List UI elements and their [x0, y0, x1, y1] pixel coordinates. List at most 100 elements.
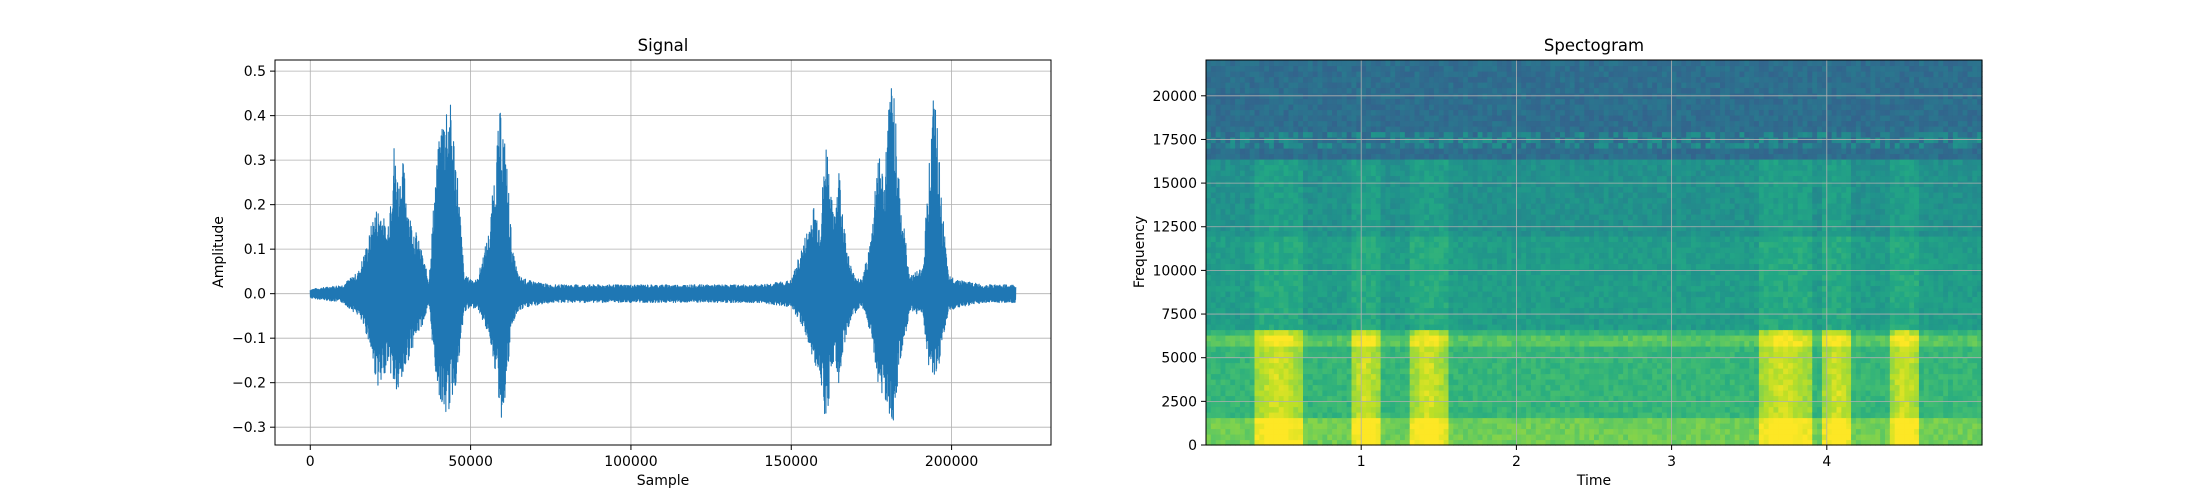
spectrogram-cell — [1545, 428, 1551, 435]
spectrogram-cell — [1235, 170, 1241, 177]
spectrogram-cell — [1293, 280, 1299, 287]
spectrogram-cell — [1375, 291, 1382, 298]
spectrogram-cell — [1511, 236, 1517, 243]
spectrogram-cell — [1206, 395, 1212, 402]
spectrogram-cell — [1467, 439, 1474, 446]
spectrogram-cell — [1254, 384, 1260, 391]
spectrogram-cell — [1244, 357, 1251, 364]
spectrogram-cell — [1210, 296, 1217, 303]
spectrogram-cell — [1370, 98, 1377, 105]
spectrogram-cell — [1497, 153, 1503, 160]
spectrogram-cell — [1453, 329, 1459, 336]
spectrogram-cell — [1351, 241, 1357, 248]
spectrogram-cell — [1264, 181, 1270, 188]
spectrogram-cell — [1215, 98, 1222, 105]
spectrogram-cell — [1361, 384, 1367, 391]
spectrogram-cell — [1327, 153, 1333, 160]
spectrogram-cell — [1332, 225, 1338, 232]
spectrogram-cell — [1535, 87, 1542, 94]
spectrogram-cell — [1467, 346, 1474, 353]
spectrogram-cell — [1269, 82, 1275, 89]
spectrogram-cell — [1366, 236, 1372, 243]
spectrogram-cell — [1390, 208, 1396, 215]
spectrogram-cell — [1453, 296, 1459, 303]
spectrogram-cell — [1429, 318, 1435, 325]
spectrogram-cell — [1438, 219, 1445, 226]
spectrogram-cell — [1269, 335, 1275, 342]
spectrogram-cell — [1448, 142, 1454, 149]
spectrogram-cell — [1361, 170, 1367, 177]
spectrogram-cell — [1259, 126, 1265, 133]
spectrogram-cell — [1467, 247, 1474, 254]
spectrogram-cell — [1307, 340, 1314, 347]
spectrogram-cell — [1409, 351, 1416, 358]
spectrogram-cell — [1497, 109, 1503, 116]
spectrogram-cell — [1225, 428, 1231, 435]
spectrogram-cell — [1395, 153, 1401, 160]
spectrogram-cell — [1530, 406, 1537, 413]
spectrogram-cell — [1395, 423, 1401, 430]
spectrogram-cell — [1472, 71, 1479, 78]
spectrogram-cell — [1492, 131, 1498, 138]
spectrogram-cell — [1511, 263, 1517, 270]
spectrogram-cell — [1346, 324, 1353, 331]
spectrogram-cell — [1395, 434, 1401, 441]
spectrogram-cell — [1429, 164, 1435, 171]
spectrogram-cell — [1230, 181, 1236, 188]
spectrogram-cell — [1303, 236, 1309, 243]
spectrogram-cell — [1366, 423, 1372, 430]
spectrogram-cell — [1463, 346, 1469, 353]
spectrogram-cell — [1414, 329, 1420, 336]
spectrogram-cell — [1535, 236, 1542, 243]
spectrogram-cell — [1307, 192, 1314, 199]
spectrogram-cell — [1419, 225, 1425, 232]
spectrogram-cell — [1526, 258, 1532, 265]
spectrogram-cell — [1535, 329, 1542, 336]
spectrogram-cell — [1477, 313, 1484, 320]
spectrogram-cell — [1230, 428, 1236, 435]
spectrogram-cell — [1249, 423, 1256, 430]
spectrogram-cell — [1448, 439, 1454, 446]
spectrogram-cell — [1395, 60, 1401, 67]
spectrogram-cell — [1511, 285, 1517, 292]
spectrogram-cell — [1293, 406, 1299, 413]
spectrogram-cell — [1530, 137, 1537, 144]
spectrogram-cell — [1535, 159, 1542, 166]
spectrogram-cell — [1206, 131, 1212, 138]
spectrogram-cell — [1487, 280, 1493, 287]
spectrogram-cell — [1409, 76, 1416, 83]
spectrogram-cell — [1540, 285, 1547, 292]
spectrogram-cell — [1239, 384, 1246, 391]
spectrogram-cell — [1249, 274, 1256, 281]
spectrogram-cell — [1429, 214, 1435, 221]
spectrogram-cell — [1235, 208, 1241, 215]
spectrogram-cell — [1409, 412, 1416, 419]
spectrogram-cell — [1424, 406, 1430, 413]
spectrogram-cell — [1438, 373, 1445, 380]
spectrogram-cell — [1414, 428, 1420, 435]
spectrogram-cell — [1322, 148, 1328, 155]
spectrogram-cell — [1370, 104, 1377, 111]
spectrogram-cell — [1511, 142, 1517, 149]
spectrogram-cell — [1293, 159, 1299, 166]
spectrogram-cell — [1453, 236, 1459, 243]
spectrogram-cell — [1264, 131, 1270, 138]
spectrogram-cell — [1453, 313, 1459, 320]
spectrogram-cell — [1235, 269, 1241, 276]
spectrogram-cell — [1220, 230, 1226, 237]
spectrogram-cell — [1400, 115, 1406, 122]
spectrogram-cell — [1239, 406, 1246, 413]
spectrogram-cell — [1278, 203, 1285, 210]
spectrogram-cell — [1303, 263, 1309, 270]
spectrogram-cell — [1535, 280, 1542, 287]
spectrogram-cell — [1472, 115, 1479, 122]
spectrogram-cell — [1390, 159, 1396, 166]
spectrogram-cell — [1351, 175, 1357, 182]
spectrogram-cell — [1467, 406, 1474, 413]
spectrogram-cell — [1400, 247, 1406, 254]
spectrogram-cell — [1477, 379, 1484, 386]
spectrogram-cell — [1477, 137, 1484, 144]
spectrogram-cell — [1220, 335, 1226, 342]
spectrogram-cell — [1375, 197, 1382, 204]
spectrogram-cell — [1404, 203, 1411, 210]
